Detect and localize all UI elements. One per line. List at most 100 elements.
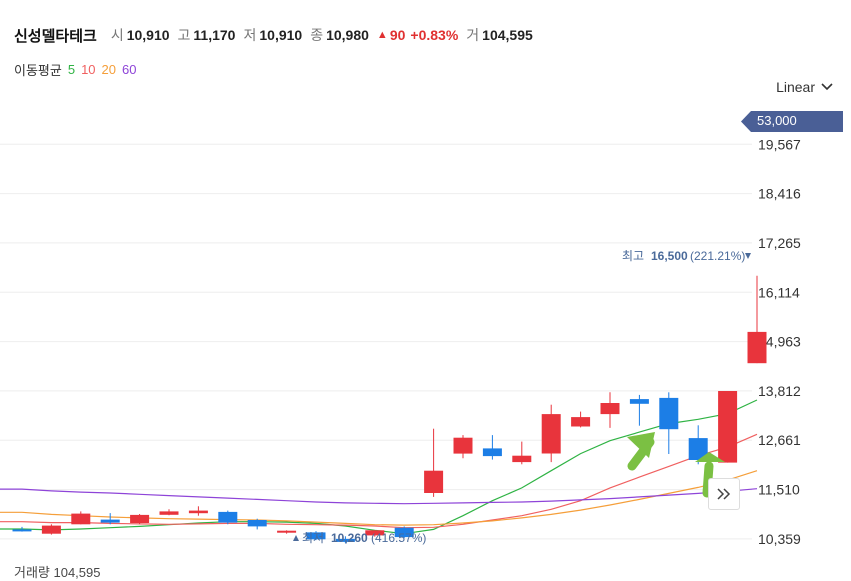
high-marker-icon xyxy=(745,253,751,259)
candle-body xyxy=(747,331,767,364)
candle-body xyxy=(512,455,532,463)
moving-average-lines xyxy=(0,399,758,535)
candle-body xyxy=(482,448,502,457)
candle-body xyxy=(541,414,561,454)
candlestick-chart[interactable]: 10,359 11,510 12,661 13,812 14,963 16,114 17,2… xyxy=(0,0,851,569)
candles xyxy=(12,275,767,544)
change-value: 90 xyxy=(389,27,406,43)
candle xyxy=(130,514,150,525)
stock-summary-header: 신성델타테크 시 10,910 고 11,170 저 10,910 종 10,9… xyxy=(14,24,541,46)
candle-body xyxy=(100,519,120,523)
candle-body xyxy=(571,417,591,427)
low-value: 10,910 xyxy=(259,27,303,43)
candle xyxy=(365,530,385,537)
ma-5-label: 5 xyxy=(67,62,76,77)
scale-type-select[interactable]: Linear xyxy=(776,79,833,95)
candle xyxy=(159,509,179,516)
ma-60-line xyxy=(0,488,758,505)
candle xyxy=(41,524,61,535)
y-tick-label: 19,567 xyxy=(758,136,801,152)
candle-body xyxy=(335,538,355,542)
y-tick-label: 18,416 xyxy=(758,186,801,202)
candle xyxy=(277,530,297,534)
candle xyxy=(306,531,326,541)
stock-name[interactable]: 신성델타테크 xyxy=(14,27,97,45)
y-axis-ticks: 10,359 11,510 12,661 13,812 14,963 16,114 17,2… xyxy=(758,136,801,547)
candle-body xyxy=(188,510,208,514)
candle-body xyxy=(71,513,91,525)
candle xyxy=(600,392,620,428)
candle xyxy=(394,526,414,538)
low-annotation-value: 10,260 xyxy=(331,531,368,545)
candle-body xyxy=(600,403,620,415)
open-value: 10,910 xyxy=(126,27,170,43)
candle-body xyxy=(159,511,179,515)
y-tick-label: 10,359 xyxy=(758,531,801,547)
y-tick-label: 13,812 xyxy=(758,383,801,399)
y-tick-label: 17,265 xyxy=(758,235,801,251)
candle-body xyxy=(453,437,473,454)
current-price-value: 53,000 xyxy=(757,113,797,128)
high-value: 11,170 xyxy=(193,27,236,43)
up-triangle-icon: ▲ xyxy=(376,29,388,41)
chart-grid xyxy=(0,143,752,540)
low-annotation-label: 최저 xyxy=(302,531,324,545)
candle xyxy=(247,518,267,530)
y-tick-label: 16,114 xyxy=(758,284,800,300)
candle xyxy=(659,392,679,454)
ma-5-line xyxy=(0,399,758,535)
y-tick-label: 12,661 xyxy=(758,432,801,448)
candle-body xyxy=(218,511,238,523)
candle-body xyxy=(424,470,444,493)
candle xyxy=(718,391,738,463)
candle xyxy=(424,428,444,497)
volume-summary: 거래량 104,595 xyxy=(14,565,101,580)
candle-body xyxy=(659,397,679,430)
close-value: 10,980 xyxy=(326,27,369,43)
candle-body xyxy=(306,532,326,540)
ma-60-label: 60 xyxy=(122,62,137,77)
candle-body xyxy=(277,530,297,533)
ma-10-line xyxy=(0,433,758,529)
candle xyxy=(482,435,502,460)
candle-body xyxy=(12,529,32,532)
price-tag-shape-icon xyxy=(741,111,843,132)
candle-body xyxy=(247,520,267,527)
candle xyxy=(218,510,238,525)
y-tick-label: 11,510 xyxy=(758,482,800,498)
low-label: 저 xyxy=(243,27,257,43)
candle xyxy=(71,511,91,525)
ma-20-label: 20 xyxy=(101,62,117,77)
candle xyxy=(100,513,120,525)
low-annotation: 최저 10,260 (416.57%) xyxy=(293,531,426,545)
volume-label: 거 xyxy=(466,27,480,43)
candle xyxy=(453,435,473,459)
candle xyxy=(571,411,591,428)
candle xyxy=(188,506,208,516)
current-price-tag: 53,000 xyxy=(741,111,843,132)
candle xyxy=(512,441,532,465)
ma-20-line xyxy=(0,470,758,526)
candle-body xyxy=(130,514,150,523)
candle xyxy=(541,404,561,463)
high-annotation-label: 최고 xyxy=(622,249,644,263)
candle xyxy=(629,394,649,426)
candle-body xyxy=(688,438,708,460)
high-annotation-value: 16,500 xyxy=(651,249,688,263)
high-label: 고 xyxy=(177,27,191,43)
moving-average-legend[interactable]: 이동평균 5 10 20 60 xyxy=(14,60,142,79)
low-marker-icon xyxy=(293,535,299,541)
expand-chart-button[interactable] xyxy=(708,478,740,510)
green-arrow-1-icon xyxy=(627,432,655,471)
candle xyxy=(335,536,355,544)
volume-value: 104,595 xyxy=(482,27,533,43)
candle-body xyxy=(718,391,738,463)
low-annotation-percent: (416.57%) xyxy=(371,531,426,545)
change-percent: +0.83% xyxy=(410,27,459,43)
candle xyxy=(747,275,767,364)
double-chevron-right-icon xyxy=(717,488,731,500)
candle xyxy=(688,425,708,465)
y-tick-label: 14,963 xyxy=(758,334,801,350)
ma-10-label: 10 xyxy=(81,62,96,77)
close-label: 종 xyxy=(310,27,324,43)
